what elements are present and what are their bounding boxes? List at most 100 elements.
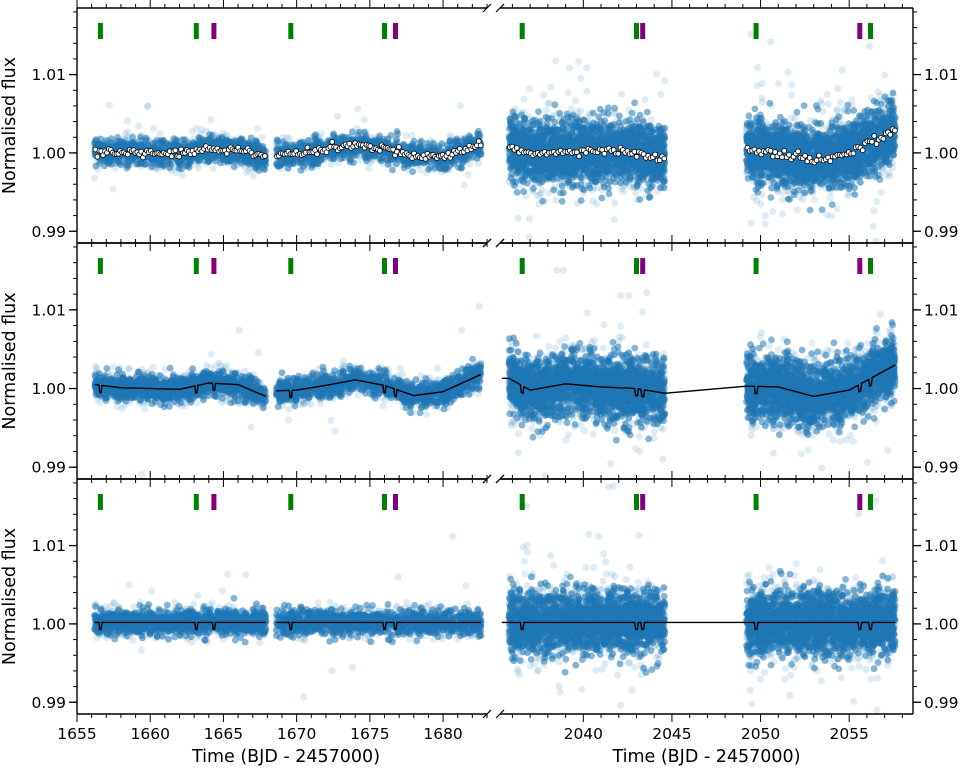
flux-point bbox=[338, 133, 346, 141]
flux-point bbox=[540, 91, 548, 99]
flux-point bbox=[91, 174, 99, 182]
flux-point bbox=[455, 164, 462, 171]
flux-point bbox=[329, 155, 337, 163]
flux-point bbox=[208, 154, 216, 161]
flux-point bbox=[477, 151, 485, 158]
flux-point bbox=[197, 126, 206, 134]
flux-point bbox=[583, 87, 591, 96]
flux-point bbox=[253, 124, 261, 132]
flux-point bbox=[144, 102, 152, 110]
flux-point bbox=[378, 157, 385, 165]
flux-point bbox=[286, 134, 294, 143]
flux-point bbox=[653, 70, 661, 78]
flux-point bbox=[156, 130, 164, 138]
flux-point bbox=[565, 64, 574, 72]
flux-point bbox=[456, 102, 464, 110]
flux-point bbox=[219, 139, 227, 147]
flux-point bbox=[243, 168, 251, 176]
flux-point bbox=[577, 74, 585, 83]
flux-point bbox=[409, 140, 416, 148]
flux-point bbox=[109, 185, 117, 193]
flux-point bbox=[153, 136, 161, 144]
flux-point bbox=[314, 160, 321, 167]
flux-point bbox=[526, 85, 534, 93]
flux-point bbox=[194, 164, 203, 172]
flux-point bbox=[371, 152, 379, 160]
flux-point bbox=[108, 161, 115, 168]
flux-point bbox=[619, 188, 627, 196]
flux-point bbox=[643, 108, 651, 116]
flux-point bbox=[441, 164, 448, 172]
flux-point bbox=[542, 106, 550, 114]
flux-point bbox=[611, 104, 618, 112]
flux-point bbox=[150, 124, 158, 132]
flux-point bbox=[354, 105, 362, 113]
flux-point bbox=[294, 159, 302, 167]
flux-point bbox=[360, 116, 368, 124]
flux-point bbox=[525, 215, 534, 223]
flux-point bbox=[185, 164, 193, 171]
flux-point bbox=[123, 117, 131, 125]
flux-point bbox=[593, 184, 601, 192]
flux-point bbox=[142, 134, 150, 142]
flux-point bbox=[144, 103, 152, 111]
flux-point bbox=[575, 57, 583, 65]
flux-points-layer bbox=[91, 30, 899, 714]
flux-point bbox=[330, 130, 337, 138]
flux-point bbox=[618, 90, 626, 98]
flux-point bbox=[552, 57, 560, 65]
flux-point bbox=[192, 124, 200, 132]
flux-point bbox=[389, 166, 396, 174]
flux-point bbox=[255, 142, 263, 150]
flux-point bbox=[277, 161, 284, 169]
flux-point bbox=[258, 133, 266, 141]
flux-point bbox=[464, 170, 472, 178]
flux-point bbox=[544, 99, 552, 108]
flux-point bbox=[610, 216, 618, 224]
flux-point bbox=[178, 171, 186, 179]
flux-point bbox=[97, 135, 105, 143]
flux-point bbox=[297, 166, 305, 174]
flux-point bbox=[195, 134, 203, 141]
flux-point bbox=[661, 76, 669, 85]
flux-point bbox=[103, 136, 110, 144]
flux-point bbox=[247, 134, 255, 142]
flux-point bbox=[312, 136, 320, 143]
flux-point bbox=[430, 140, 437, 148]
flux-point bbox=[153, 159, 161, 167]
flux-point bbox=[583, 64, 591, 72]
flux-point bbox=[446, 137, 454, 145]
flux-point bbox=[121, 130, 130, 138]
flux-point bbox=[119, 140, 126, 148]
flux-point bbox=[657, 90, 665, 99]
flux-point bbox=[616, 112, 623, 120]
flux-point bbox=[283, 141, 291, 148]
flux-point bbox=[564, 89, 572, 97]
flux-point bbox=[520, 95, 528, 103]
flux-point bbox=[299, 138, 306, 146]
flux-point bbox=[660, 184, 668, 192]
flux-point bbox=[117, 161, 125, 169]
flux-point bbox=[135, 160, 142, 168]
flux-point bbox=[284, 165, 292, 172]
flux-point bbox=[476, 131, 483, 139]
flux-point bbox=[129, 133, 137, 141]
flux-point bbox=[461, 135, 469, 143]
flux-point bbox=[394, 130, 401, 138]
flux-point bbox=[349, 152, 357, 159]
flux-point bbox=[571, 97, 580, 105]
flux-point bbox=[547, 83, 555, 91]
flux-point bbox=[631, 99, 638, 107]
flux-point bbox=[209, 139, 217, 146]
flux-point bbox=[236, 156, 244, 164]
flux-point bbox=[207, 116, 215, 124]
flux-point bbox=[230, 163, 238, 171]
flux-point bbox=[185, 139, 193, 147]
flux-point bbox=[209, 164, 217, 173]
flux-point bbox=[539, 197, 546, 205]
flux-point bbox=[552, 196, 560, 204]
flux-point bbox=[647, 116, 656, 124]
flux-point bbox=[636, 196, 644, 203]
flux-point bbox=[589, 197, 597, 205]
